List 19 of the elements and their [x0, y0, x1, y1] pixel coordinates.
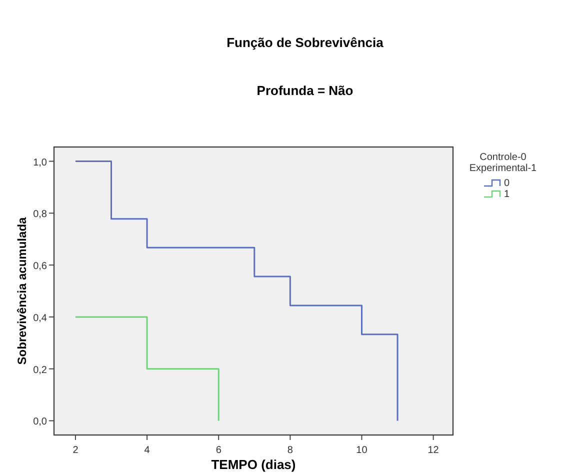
x-axis-title: TEMPO (dias) [211, 457, 296, 472]
x-tick-label: 12 [428, 445, 440, 456]
y-tick-label: 0,4 [33, 312, 48, 324]
y-axis-title: Sobrevivência acumulada [15, 216, 29, 365]
y-tick-label: 0,0 [33, 416, 48, 428]
legend-label: 1 [504, 189, 510, 200]
legend-label: 0 [504, 178, 510, 189]
x-tick-label: 10 [356, 445, 368, 456]
chart-title: Função de Sobrevivência [226, 35, 384, 50]
x-tick-label: 6 [216, 445, 222, 456]
x-tick-label: 4 [144, 445, 150, 456]
y-tick-label: 0,8 [33, 209, 48, 220]
y-tick-label: 0,2 [33, 364, 48, 376]
x-tick-label: 2 [72, 445, 79, 456]
y-tick-label: 1,0 [33, 157, 48, 168]
y-tick-label: 0,6 [33, 261, 48, 272]
chart-subtitle: Profunda = Não [256, 83, 354, 98]
legend-title: Controle-0 Experimental-1 [469, 152, 538, 174]
x-tick-label: 8 [287, 445, 294, 456]
